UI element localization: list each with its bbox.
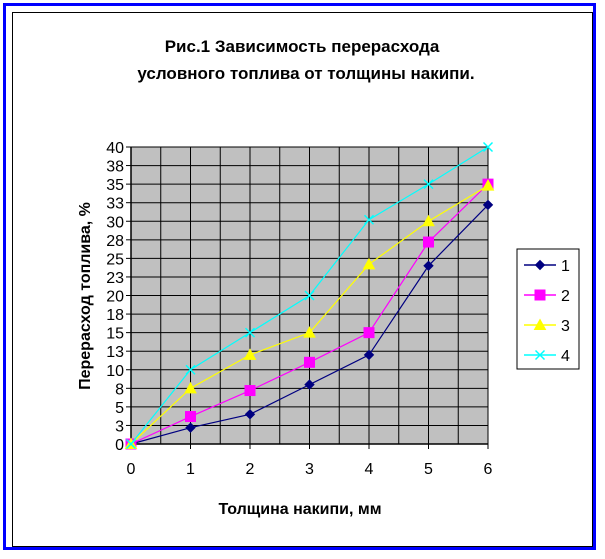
y-tick-label: 38 bbox=[106, 159, 124, 176]
data-point-series-4 bbox=[423, 179, 434, 190]
legend-label-4: 4 bbox=[561, 348, 570, 365]
data-point-series-3 bbox=[481, 179, 495, 191]
y-tick-label: 8 bbox=[115, 381, 124, 398]
series-layer bbox=[124, 141, 495, 450]
data-point-series-4 bbox=[185, 364, 196, 375]
y-tick-label: 33 bbox=[106, 196, 124, 213]
series-3 bbox=[124, 179, 495, 449]
legend-label-2: 2 bbox=[561, 288, 570, 305]
data-point-series-4 bbox=[244, 327, 256, 338]
legend-marker-2 bbox=[534, 289, 546, 301]
y-tick-label: 18 bbox=[106, 307, 124, 324]
x-axis-label: Толщина накипи, мм bbox=[218, 501, 381, 518]
data-point-series-4 bbox=[304, 290, 315, 301]
x-tick-label: 4 bbox=[365, 461, 374, 478]
y-tick-label: 20 bbox=[106, 289, 124, 306]
data-point-series-1 bbox=[185, 422, 196, 433]
y-tick-label: 5 bbox=[115, 400, 124, 417]
chart-title-line-2: условного топлива от толщины накипи. bbox=[137, 64, 474, 83]
data-point-series-4 bbox=[125, 438, 137, 450]
legend-item-3: 3 bbox=[524, 318, 570, 335]
x-tick-label: 1 bbox=[186, 461, 195, 478]
legend-item-2: 2 bbox=[524, 288, 570, 305]
y-tick-label: 23 bbox=[106, 270, 124, 287]
chart-area-border bbox=[12, 12, 593, 547]
legend-label-3: 3 bbox=[561, 318, 570, 335]
data-point-series-4 bbox=[363, 214, 375, 225]
x-tick-label: 2 bbox=[246, 461, 255, 478]
y-tick-label: 0 bbox=[115, 437, 124, 454]
legend-label-1: 1 bbox=[561, 258, 570, 275]
chart-title-line-1: Рис.1 Зависимость перерасхода bbox=[165, 37, 440, 56]
x-tick-label: 6 bbox=[484, 461, 493, 478]
y-tick-label: 15 bbox=[106, 326, 124, 343]
legend-marker-3 bbox=[533, 318, 547, 330]
legend: 1 2 3 4 bbox=[516, 248, 580, 370]
data-point-series-2 bbox=[304, 356, 315, 368]
legend-marker-4 bbox=[534, 349, 546, 361]
data-point-series-3 bbox=[184, 381, 197, 394]
data-point-series-3 bbox=[243, 348, 257, 360]
data-point-series-2 bbox=[244, 385, 256, 397]
data-point-series-1 bbox=[363, 349, 375, 361]
y-tick-label: 35 bbox=[106, 177, 124, 194]
legend-box bbox=[516, 248, 580, 370]
data-point-series-1 bbox=[423, 260, 434, 272]
y-axis-label: Перерасход топлива, % bbox=[77, 202, 94, 390]
data-point-series-2 bbox=[185, 411, 196, 423]
x-tick-label: 5 bbox=[424, 461, 433, 478]
legend-marker-1 bbox=[534, 259, 546, 271]
y-tick-label: 10 bbox=[106, 363, 124, 380]
x-tick-label: 0 bbox=[127, 461, 136, 478]
y-tick-label: 30 bbox=[106, 214, 124, 231]
y-tick-label: 3 bbox=[115, 418, 124, 435]
x-tick-label: 3 bbox=[305, 461, 314, 478]
y-tick-label: 13 bbox=[106, 344, 124, 361]
y-tick-label: 40 bbox=[106, 140, 124, 157]
series-4 bbox=[125, 141, 494, 450]
data-point-series-1 bbox=[244, 409, 256, 420]
data-point-series-1 bbox=[304, 379, 315, 390]
data-point-series-3 bbox=[362, 257, 376, 270]
data-point-series-3 bbox=[303, 326, 316, 338]
legend-item-1: 1 bbox=[524, 258, 570, 275]
data-point-series-1 bbox=[482, 199, 494, 211]
legend-item-4: 4 bbox=[524, 348, 570, 365]
y-tick-label: 25 bbox=[106, 251, 124, 268]
y-tick-label: 28 bbox=[106, 233, 124, 250]
data-point-series-2 bbox=[423, 236, 434, 248]
data-point-series-2 bbox=[363, 327, 375, 339]
data-point-series-3 bbox=[422, 214, 435, 227]
data-point-series-4 bbox=[482, 141, 494, 153]
